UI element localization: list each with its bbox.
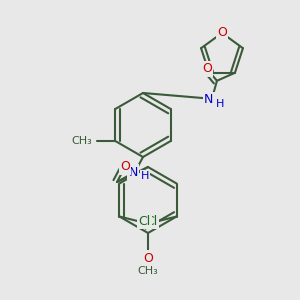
Text: Cl: Cl: [146, 215, 158, 228]
Text: O: O: [202, 62, 212, 75]
Text: O: O: [217, 26, 227, 40]
Text: O: O: [143, 251, 153, 265]
Text: H: H: [216, 99, 224, 109]
Text: Cl: Cl: [138, 215, 151, 228]
Text: N: N: [128, 166, 138, 178]
Text: CH₃: CH₃: [71, 136, 92, 146]
Text: H: H: [141, 171, 149, 181]
Text: CH₃: CH₃: [138, 266, 158, 276]
Text: O: O: [120, 160, 130, 173]
Text: N: N: [204, 93, 214, 106]
